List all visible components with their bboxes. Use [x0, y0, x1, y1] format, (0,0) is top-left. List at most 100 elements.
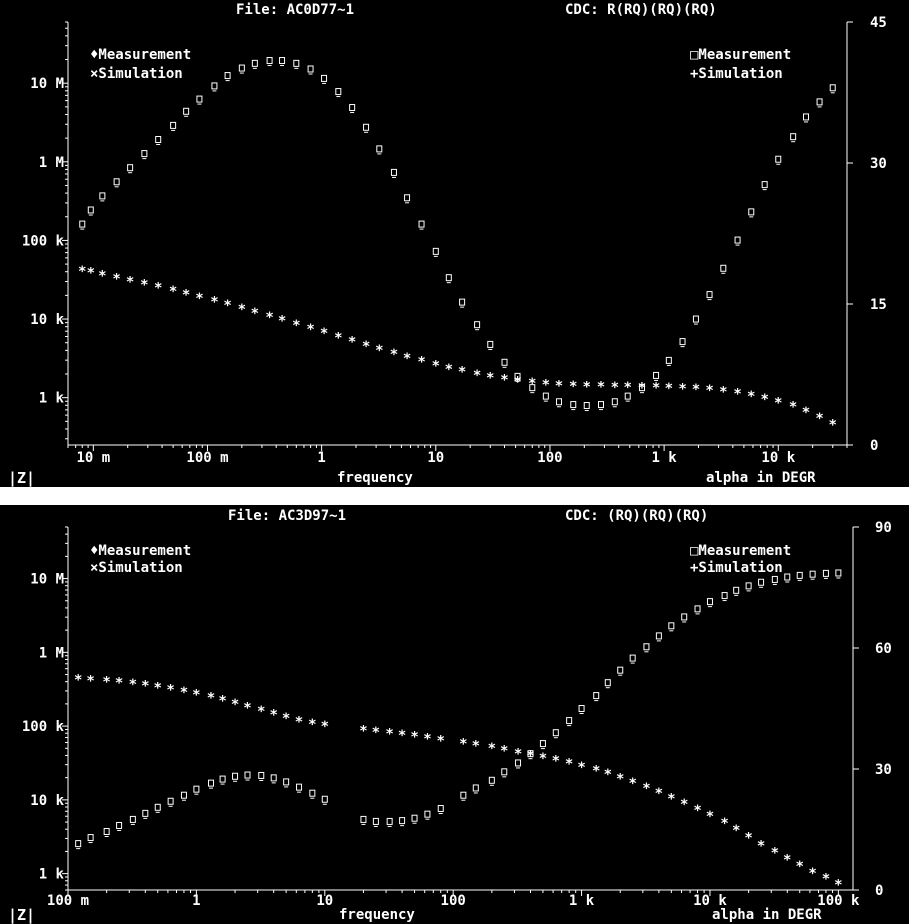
plot-frame [62, 526, 859, 896]
data-point-star: * [126, 274, 134, 290]
data-point-square [258, 771, 265, 779]
data-point-star: * [616, 772, 624, 788]
data-point-square [790, 133, 797, 141]
data-point-square [372, 817, 379, 825]
data-point-square [309, 789, 316, 797]
x-axis-label: frequency [339, 907, 415, 923]
data-point-square [472, 784, 479, 792]
x-axis-label: frequency [337, 470, 413, 486]
legend-left-simulation: ×Simulation [90, 66, 183, 82]
series-simulation-right [79, 57, 836, 412]
data-point-square [154, 803, 161, 811]
y2-tick-label: 30 [870, 156, 887, 172]
data-point-star: * [223, 298, 231, 314]
series-measurement-left: * * * * * * * * * * * * * * * * * * * * * * * * * * * * * * * * * * * * * * * *… [74, 673, 843, 894]
data-point-star: * [210, 295, 218, 311]
data-point-square [734, 236, 741, 244]
data-point-star: * [265, 310, 273, 326]
data-point-star: * [757, 838, 765, 854]
data-point-star: * [665, 381, 673, 397]
data-point-star: * [86, 673, 94, 689]
data-point-square [570, 401, 577, 409]
data-point-square [238, 64, 245, 72]
y2-tick-label: 15 [870, 297, 887, 313]
data-point-star: * [292, 318, 300, 334]
data-point-star: * [552, 754, 560, 770]
data-point-square [653, 371, 660, 379]
data-point-star: * [251, 306, 259, 322]
y2-tick-label: 90 [875, 520, 892, 536]
data-point-square [604, 679, 611, 687]
data-point-square [445, 274, 452, 282]
data-point-square [822, 569, 829, 577]
data-point-square [459, 298, 466, 306]
impedance-chart-top: File: AC0D77~1 CDC: R(RQ)(RQ)(RQ) ♦Measu… [0, 0, 909, 487]
data-point-star: * [432, 358, 440, 374]
data-point-square [224, 72, 231, 80]
data-point-star: * [458, 365, 466, 381]
chart-svg-bottom: File: AC3D97~1 CDC: (RQ)(RQ)(RQ) ♦Measur… [8, 508, 892, 924]
data-point-star: * [348, 335, 356, 351]
data-point-star: * [604, 767, 612, 783]
data-point-star: * [141, 679, 149, 695]
y-tick-label: 100 k [22, 233, 65, 249]
data-point-star: * [542, 377, 550, 393]
data-point-square [758, 578, 765, 586]
data-point-star: * [808, 866, 816, 882]
legend-right-measurement: □Measurement [690, 543, 791, 559]
data-point-star: * [583, 379, 591, 395]
data-point-square [745, 582, 752, 590]
y-axis-label: |Z| [8, 469, 35, 487]
data-point-star: * [829, 417, 837, 433]
data-point-star: * [154, 680, 162, 696]
data-point-square [803, 113, 810, 121]
x-tick-label: 1 k [569, 893, 595, 909]
data-point-star: * [652, 381, 660, 397]
data-point-star: * [410, 730, 418, 746]
data-point-square [720, 264, 727, 272]
data-point-star: * [445, 362, 453, 378]
data-point-star: * [692, 382, 700, 398]
data-point-square [418, 220, 425, 228]
data-point-star: * [257, 704, 265, 720]
data-point-star: * [834, 877, 842, 893]
data-point-square [321, 795, 328, 803]
data-point-square [87, 206, 94, 214]
y-tick-label: 10 k [30, 312, 64, 328]
x-tick-label: 1 [317, 450, 325, 466]
data-point-square [721, 592, 728, 600]
data-point-square [679, 338, 686, 346]
y-tick-label: 10 M [30, 76, 64, 92]
x-tick-label: 1 [192, 893, 200, 909]
data-point-star: * [182, 288, 190, 304]
data-point-square [307, 65, 314, 73]
data-point-square [437, 805, 444, 813]
data-point-star: * [592, 763, 600, 779]
data-point-square [170, 121, 177, 129]
data-point-square [376, 145, 383, 153]
data-point-square [180, 791, 187, 799]
data-point-square [293, 59, 300, 67]
x-tick-label: 1 k [651, 450, 677, 466]
data-point-square [270, 774, 277, 782]
x-tick-label: 100 m [186, 450, 228, 466]
data-point-star: * [166, 682, 174, 698]
data-point-square [87, 834, 94, 842]
legend-left-simulation: ×Simulation [90, 560, 183, 576]
data-point-square [681, 613, 688, 621]
data-point-square [349, 104, 356, 112]
data-point-square [103, 828, 110, 836]
data-point-star: * [642, 781, 650, 797]
x-tick-label: 10 m [76, 450, 110, 466]
data-point-star: * [207, 691, 215, 707]
legend-left-measurement: ♦Measurement [90, 543, 191, 559]
data-point-star: * [514, 746, 522, 762]
data-point-square [775, 155, 782, 163]
impedance-chart-bottom: File: AC3D97~1 CDC: (RQ)(RQ)(RQ) ♦Measur… [0, 505, 909, 924]
data-point-square [692, 315, 699, 323]
data-point-square [363, 123, 370, 131]
data-point-star: * [243, 700, 251, 716]
file-title: File: AC0D77~1 [236, 2, 354, 18]
y-tick-label: 100 k [22, 719, 65, 735]
data-point-star: * [597, 380, 605, 396]
